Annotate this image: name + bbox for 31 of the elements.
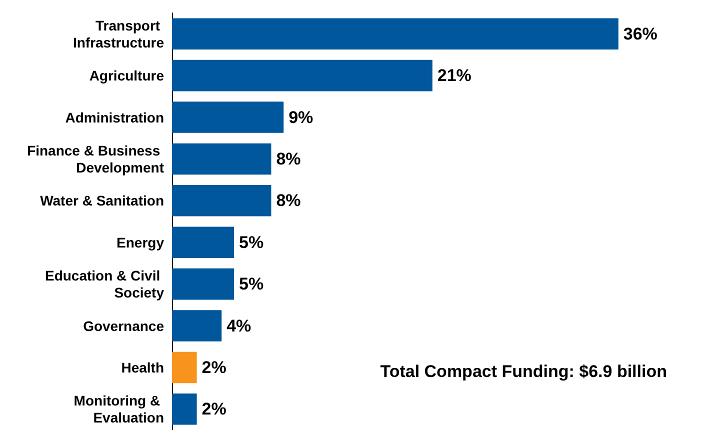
- y-tick-label: Energy: [116, 234, 164, 250]
- bar: [172, 102, 284, 133]
- bar: [172, 310, 222, 342]
- data-label: 8%: [276, 191, 301, 210]
- y-tick-label: Transport Infrastructure: [72, 17, 164, 50]
- y-tick-label: Agriculture: [89, 68, 164, 84]
- y-tick-label: Finance & Business Development: [27, 142, 164, 176]
- y-tick-label: Education & Civil Society: [44, 268, 164, 301]
- bar: [172, 185, 272, 216]
- y-tick-label: Health: [121, 359, 164, 376]
- data-label: 2%: [202, 358, 226, 377]
- bar: [172, 268, 234, 300]
- data-label: 36%: [623, 24, 658, 44]
- data-label: 5%: [239, 274, 264, 294]
- data-label: 21%: [437, 66, 472, 86]
- data-label: 8%: [276, 149, 301, 168]
- bar: [172, 394, 197, 425]
- data-label: 2%: [202, 400, 226, 419]
- data-label: 5%: [239, 232, 264, 252]
- data-label: 9%: [288, 108, 314, 127]
- bar: [172, 18, 618, 50]
- data-label: 4%: [226, 316, 252, 336]
- y-tick-label: Governance: [83, 318, 164, 334]
- bar: [172, 352, 197, 384]
- y-tick-label: Administration: [65, 109, 164, 126]
- y-tick-label: Monitoring & Evaluation: [74, 392, 164, 426]
- y-tick-label: Water & Sanitation: [40, 192, 164, 209]
- bar: [172, 143, 272, 175]
- annotation: Total Compact Funding: $6.9 billion: [380, 362, 668, 381]
- bar: [172, 60, 432, 92]
- bar: [172, 226, 234, 258]
